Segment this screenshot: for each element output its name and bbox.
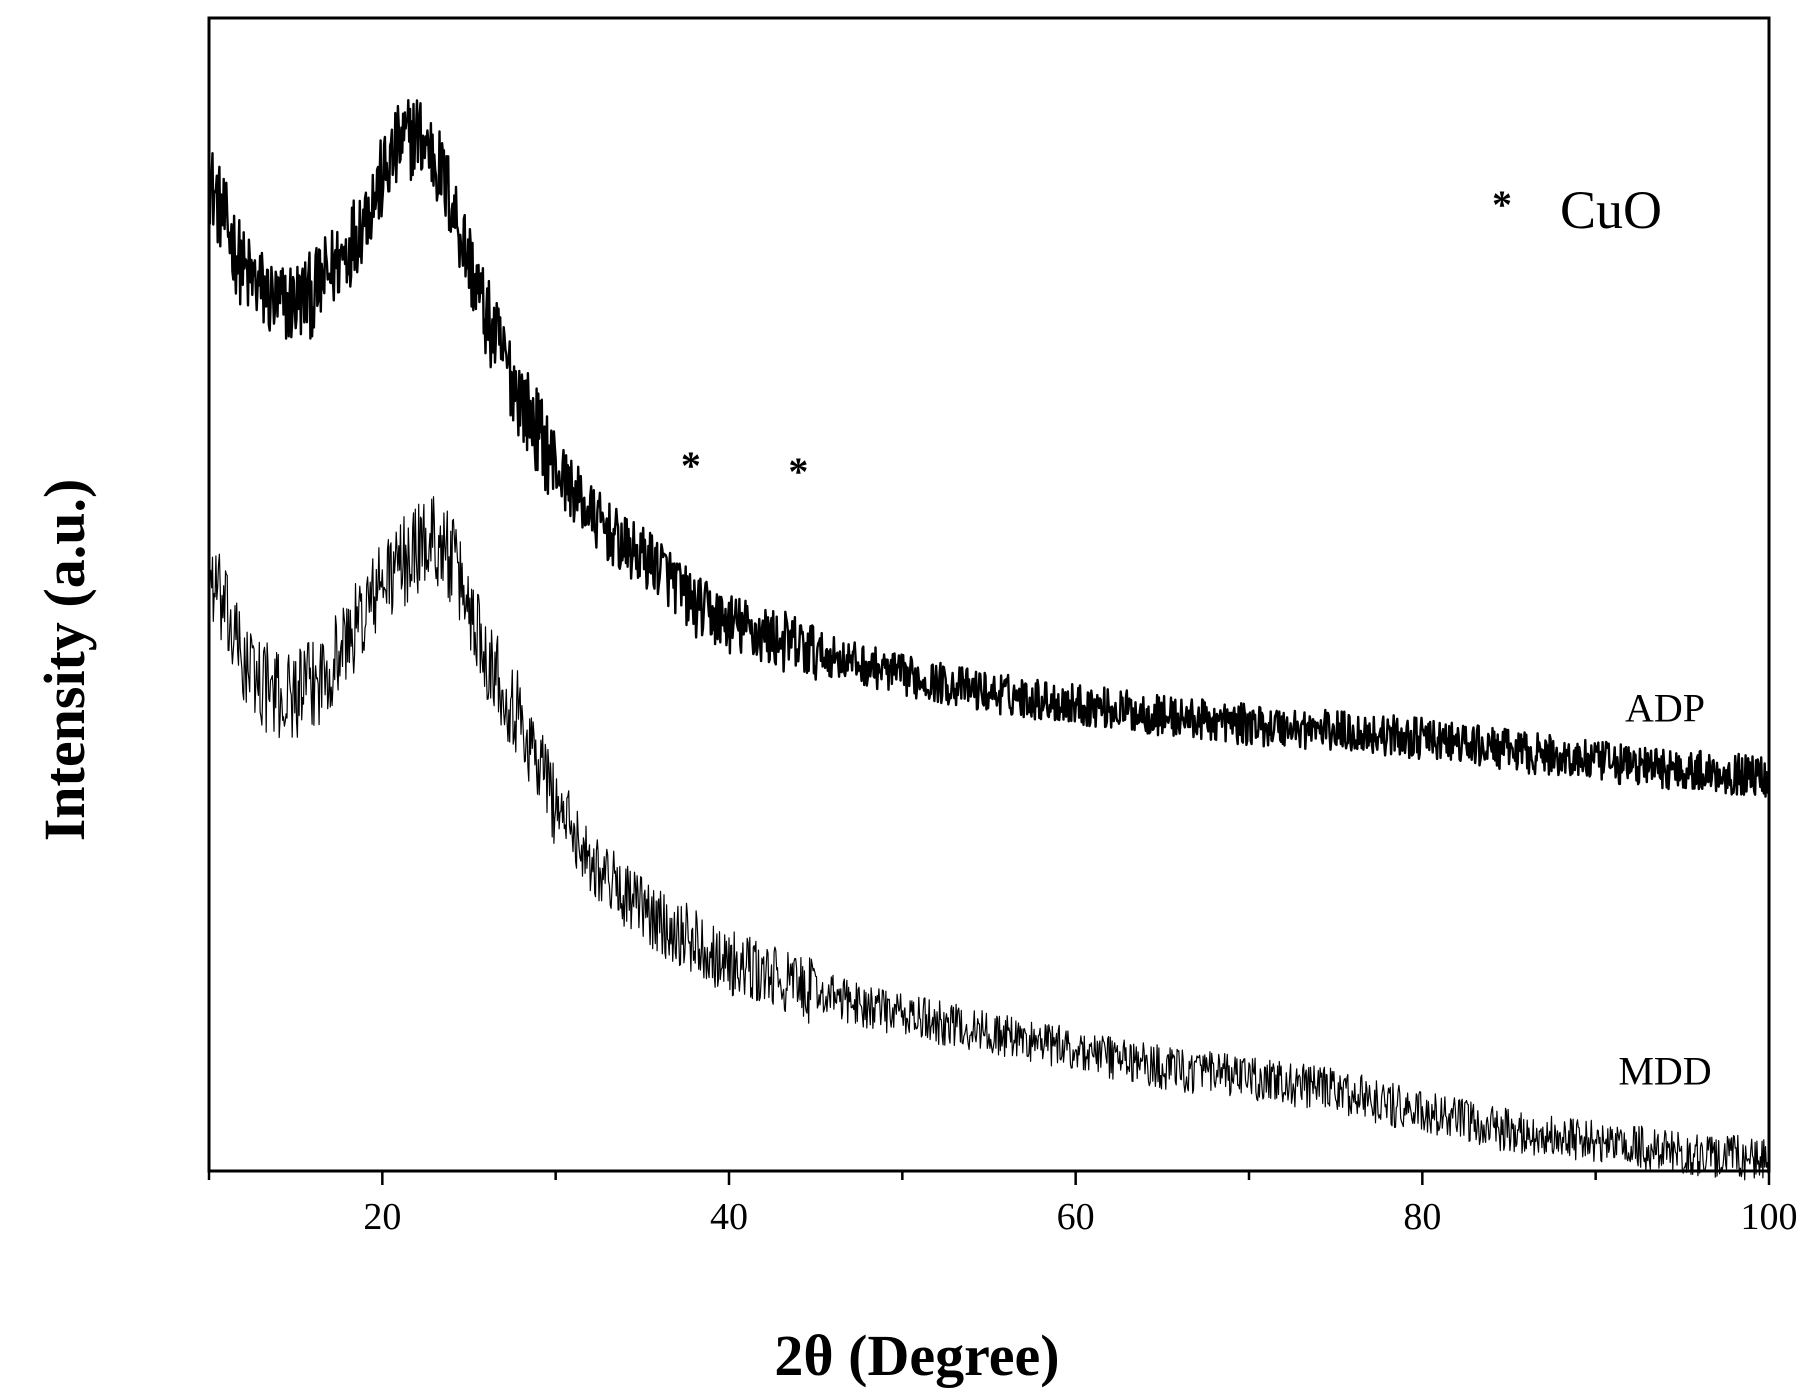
cuo-peak-marker: * bbox=[788, 449, 808, 494]
series-label-adp: ADP bbox=[1625, 685, 1705, 730]
series-layer bbox=[207, 99, 1771, 1181]
annotation-layer: ADP MDD * * bbox=[681, 443, 1712, 1093]
x-axis-title: 2θ (Degree) bbox=[774, 1323, 1059, 1388]
cuo-peak-marker: * bbox=[681, 443, 701, 488]
series-line-adp bbox=[207, 99, 1771, 798]
x-tick-label: 20 bbox=[363, 1196, 401, 1238]
plot-frame bbox=[207, 16, 1771, 1173]
x-tick-label: 40 bbox=[710, 1196, 748, 1238]
legend-text: CuO bbox=[1560, 180, 1662, 240]
y-axis-title: Intensity (a.u.) bbox=[32, 479, 97, 842]
legend-symbol: * bbox=[1492, 182, 1512, 227]
x-axis-ticks: 20 40 60 80 100 bbox=[207, 1171, 1798, 1238]
x-tick-label: 100 bbox=[1741, 1196, 1798, 1238]
series-label-mdd: MDD bbox=[1618, 1049, 1711, 1094]
series-line-mdd bbox=[208, 496, 1770, 1181]
x-tick-label: 80 bbox=[1403, 1196, 1441, 1238]
x-tick-label: 60 bbox=[1057, 1196, 1095, 1238]
